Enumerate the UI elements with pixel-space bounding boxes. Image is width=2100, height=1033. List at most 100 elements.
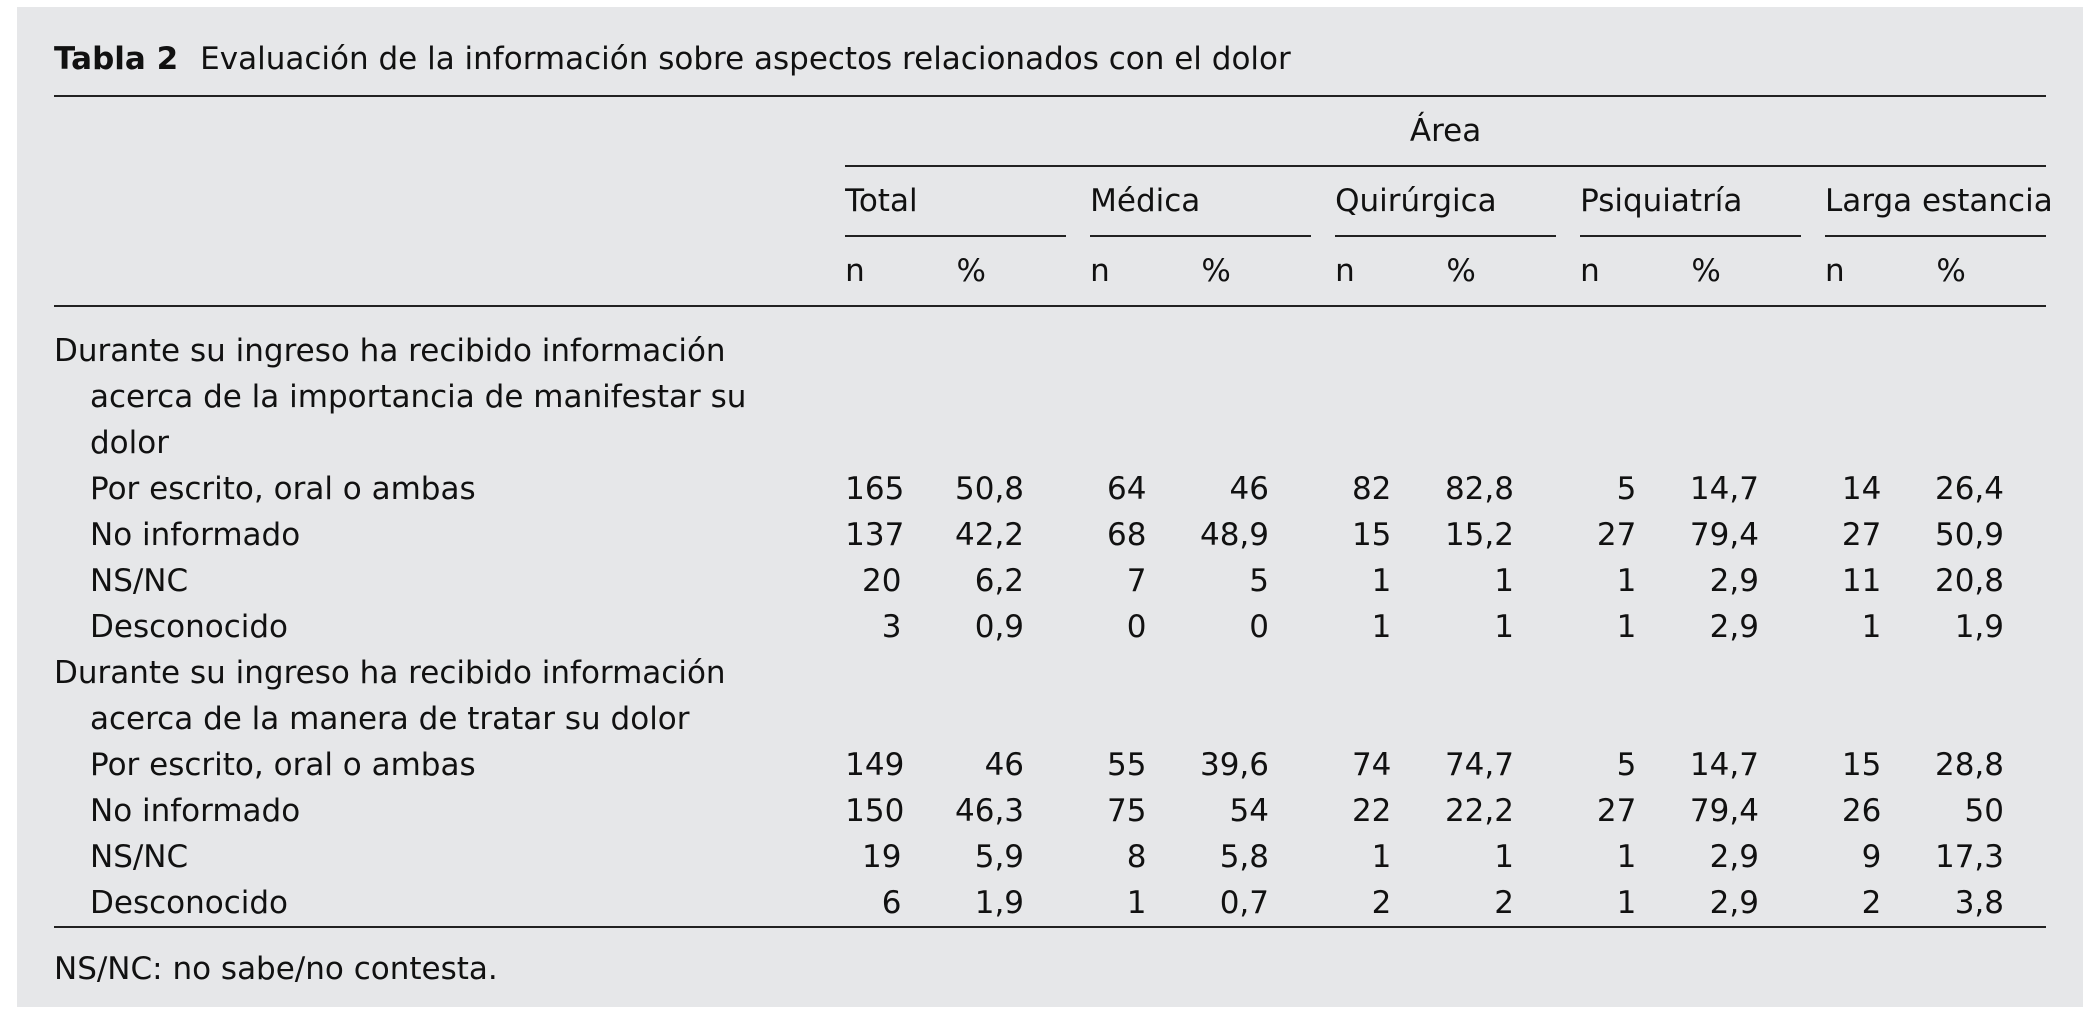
group-header: Total [845,166,1067,237]
cell-value: 5,9 [974,839,1025,875]
row-label: Desconocido [90,609,289,645]
spacer [1311,466,1335,512]
spacer [1556,512,1580,558]
spanner-header: Área [845,96,2046,167]
spacer [1311,880,1335,927]
cell-value: 22 [1351,793,1392,829]
cell-value: 74,7 [1444,747,1514,783]
data-row: No informado 137 42,2 68 48,9 15 15,2 27 79,4 27 5… [54,512,2046,558]
spacer [1556,788,1580,834]
spacer [1800,236,1826,307]
cell-value: 26 [1841,793,1882,829]
cell-value: 39,6 [1199,747,1269,783]
spacer [1556,742,1580,788]
cell-value: 27 [1596,517,1637,553]
cell-value: 22,2 [1444,793,1514,829]
cell-value: 1 [1494,839,1514,875]
cell-value: 2 [1371,885,1392,921]
cell-value: 27 [1596,793,1637,829]
cell-value: 68 [1106,517,1147,553]
empty-cell [54,96,845,166]
spacer [1311,742,1335,788]
section-heading: Durante su ingreso ha recibido informaci… [54,333,747,461]
section-cell: Durante su ingreso ha recibido informaci… [54,306,2046,466]
spacer [1801,834,1825,880]
cell-value: 19 [862,839,902,875]
spacer [1801,742,1825,788]
header-row: n% n% n% n% n% [54,236,2046,307]
data-row: Por escrito, oral o ambas 165 50,8 64 46 82 82… [54,466,2046,512]
spacer [1311,512,1335,558]
data-row: Por escrito, oral o ambas 149 46 55 39,6 74 74… [54,742,2046,788]
cell-value: 42,2 [955,517,1025,553]
cell-value: 55 [1106,747,1147,783]
cell-value: 20 [862,563,902,599]
cell-value: 2 [1861,885,1882,921]
spacer [1801,512,1825,558]
spacer [1311,788,1335,834]
spacer [1066,604,1090,650]
cell-value: 50,8 [955,471,1025,507]
spacer [1066,834,1090,880]
cell-value: 165 [845,471,905,507]
cell-value: 14 [1841,471,1882,507]
table-number: Tabla 2 [54,41,179,77]
cell-value: 0 [1126,609,1147,645]
spacer [1556,466,1580,512]
cell-value: 54 [1229,793,1269,829]
cell-value: 6,2 [974,563,1025,599]
data-row: NS/NC 20 6,2 7 5 1 1 1 2,9 11 20,8 [54,558,2046,604]
cell-value: 2,9 [1709,885,1759,921]
data-table: Área Total Médica Quirúrgica Psiquiatría Larg… [54,95,2053,928]
cell-value: 1 [1616,885,1637,921]
cell-value: 27 [1841,517,1882,553]
cell-value: 74 [1351,747,1392,783]
row-label: Desconocido [90,885,289,921]
column-header: n [845,236,920,307]
column-header: % [1654,236,1801,307]
section-row: Durante su ingreso ha recibido informaci… [54,306,2046,466]
cell-value: 0 [1249,609,1269,645]
cell-value: 1 [1371,563,1392,599]
row-label: No informado [90,793,301,829]
cell-value: 149 [845,747,905,783]
cell-value: 5 [1616,747,1637,783]
data-row: No informado 150 46,3 75 54 22 22,2 27 79,4 26 50 [54,788,2046,834]
empty-cell [54,236,846,307]
cell-value: 64 [1106,471,1147,507]
cell-value: 3 [881,609,902,645]
spacer [1066,880,1090,927]
data-row: Desconocido 3 0,9 0 0 1 1 1 2,9 1 1,9 [54,604,2046,650]
cell-value: 2,9 [1709,563,1759,599]
cell-value: 11 [1841,563,1882,599]
spacer [1311,558,1335,604]
cell-value: 15 [1351,517,1392,553]
cell-value: 82 [1351,471,1392,507]
column-header: n [1090,236,1165,307]
spacer [1801,558,1825,604]
cell-value: 1 [1494,563,1514,599]
spacer [1066,512,1090,558]
spacer [1311,236,1336,307]
cell-value: 82,8 [1444,471,1514,507]
column-header: % [1164,236,1311,307]
cell-value: 8 [1126,839,1147,875]
spacer [1801,604,1825,650]
spacer [1556,166,1580,236]
group-header: Larga estancia [1825,166,2053,237]
cell-value: 46,3 [955,793,1025,829]
cell-value: 28,8 [1934,747,2004,783]
spacer [1066,166,1090,236]
cell-value: 2,9 [1709,839,1759,875]
section-heading: Durante su ingreso ha recibido informaci… [54,655,726,737]
section-row: Durante su ingreso ha recibido informaci… [54,650,2046,742]
cell-value: 46 [984,747,1025,783]
column-header: n [1580,236,1655,307]
spacer [1556,834,1580,880]
column-header: n [1335,236,1410,307]
cell-value: 46 [1229,471,1269,507]
cell-value: 2,9 [1709,609,1759,645]
cell-value: 17,3 [1934,839,2004,875]
row-label: NS/NC [90,563,189,599]
